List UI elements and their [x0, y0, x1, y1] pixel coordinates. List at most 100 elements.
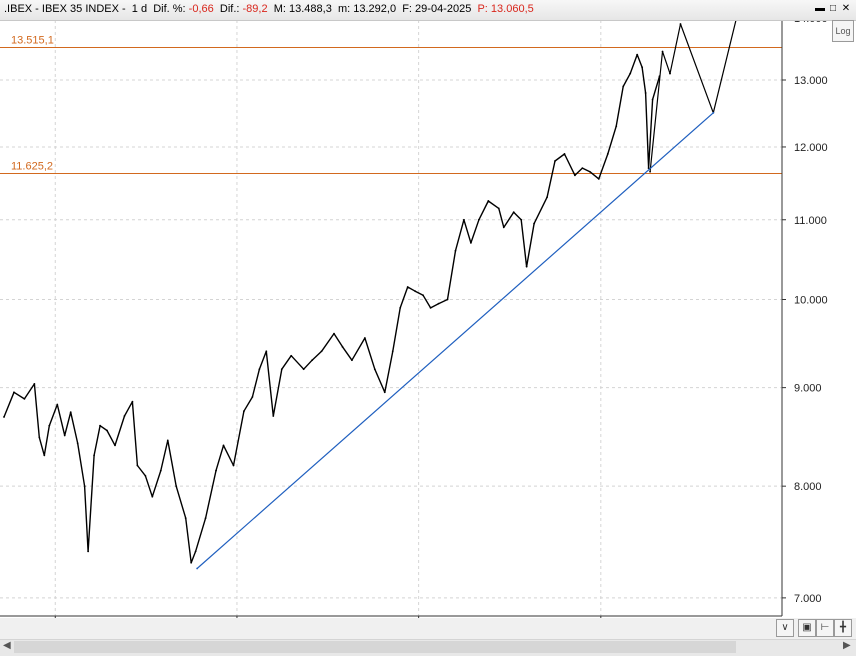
series-point-0 [333, 332, 335, 335]
price-chart[interactable]: 13.515,1 11.625,2 7.000 8.000 9.000 10.000 11… [0, 0, 856, 618]
series-point-0 [106, 429, 108, 432]
dif-pct-label: Dif. %: [153, 3, 186, 15]
y-tick-label: 13.000 [794, 75, 828, 87]
series-point-0 [302, 368, 305, 371]
series-line-0 [3, 53, 661, 564]
series-point-0 [383, 391, 386, 394]
y-tick-label: 11.000 [794, 215, 827, 227]
series-point-0 [629, 72, 632, 75]
series-point-0 [636, 53, 639, 56]
save-icon[interactable]: ▣ [798, 619, 816, 637]
series-point-1 [679, 23, 682, 25]
time-axis: 2022202320242025 [0, 615, 782, 618]
series-point-0 [3, 416, 5, 418]
series-point-1 [661, 50, 664, 53]
series-point-0 [131, 400, 134, 403]
series-point-0 [123, 415, 126, 417]
series-point-0 [114, 444, 116, 447]
series-point-0 [487, 200, 490, 202]
grid-lines [0, 17, 782, 616]
series-point-0 [151, 495, 154, 498]
crosshair-icon[interactable]: ╋ [834, 619, 852, 637]
series-point-0 [63, 434, 66, 437]
series-point-0 [272, 415, 275, 417]
scroll-left-icon[interactable]: ◀ [3, 640, 11, 651]
quote-summary: .IBEX - IBEX 35 INDEX - 1 d Dif. %: -0,6… [4, 3, 534, 15]
series-point-0 [204, 517, 207, 520]
series-point-0 [175, 485, 178, 488]
collapse-icon[interactable]: ∨ [776, 619, 794, 637]
level-label: 13.515,1 [11, 34, 54, 46]
series-point-0 [477, 218, 480, 221]
series-point-0 [144, 474, 147, 477]
series-point-0 [99, 424, 101, 427]
series-point-0 [159, 469, 162, 472]
series-point-0 [512, 211, 515, 214]
log-scale-button[interactable]: Log [832, 20, 854, 42]
series-point-0 [280, 368, 283, 371]
series-point-0 [351, 359, 353, 362]
series-point-0 [190, 561, 193, 564]
series-point-0 [463, 218, 465, 221]
price-label: P: [477, 3, 488, 15]
series-point-0 [56, 403, 59, 406]
series-point-0 [33, 383, 36, 385]
series-point-2 [196, 567, 199, 570]
series-point-0 [363, 337, 366, 339]
date-label: F: [402, 3, 412, 15]
min-label: m: [337, 3, 351, 15]
series-point-0 [622, 85, 625, 88]
scroll-right-icon[interactable]: ▶ [843, 640, 851, 651]
series-point-0 [563, 153, 566, 155]
series-point-0 [69, 411, 72, 414]
series-point-0 [373, 368, 376, 371]
series-point-0 [43, 454, 46, 457]
level-label: 11.625,2 [11, 161, 53, 173]
y-tick-label: 12.000 [794, 142, 828, 154]
minimize-icon[interactable]: ▬ [815, 3, 825, 14]
series-point-0 [38, 436, 41, 439]
series-point-0 [399, 306, 402, 309]
pin-icon[interactable]: ⊢ [816, 619, 834, 637]
series-point-2 [712, 111, 715, 114]
series-point-0 [136, 464, 139, 467]
series-line-1 [649, 0, 742, 172]
series-point-0 [574, 174, 576, 177]
price-series [3, 0, 742, 570]
scroll-thumb[interactable] [14, 641, 736, 653]
series-point-1 [649, 170, 651, 173]
series-point-0 [258, 368, 261, 371]
series-point-0 [644, 92, 647, 94]
series-point-0 [546, 196, 548, 199]
close-icon[interactable]: ✕ [841, 3, 851, 14]
series-point-0 [429, 306, 432, 309]
maximize-icon[interactable]: □ [829, 3, 837, 14]
series-point-0 [641, 66, 644, 69]
series-point-1 [669, 72, 671, 75]
series-point-0 [76, 442, 79, 445]
series-point-0 [48, 424, 51, 427]
series-point-0 [320, 350, 323, 353]
series-point-0 [497, 207, 500, 210]
max-value: 13.488,3 [289, 3, 332, 15]
series-point-0 [469, 241, 472, 244]
series-point-0 [651, 98, 654, 101]
series-point-0 [194, 550, 197, 553]
chart-scrollbar[interactable]: ∨ ▣ ⊢ ╋ ◀ ▶ [0, 618, 856, 656]
y-tick-label: 9.000 [794, 383, 822, 395]
series-point-0 [391, 350, 394, 353]
series-point-0 [311, 359, 314, 362]
series-point-0 [83, 485, 86, 488]
chart-title-bar: .IBEX - IBEX 35 INDEX - 1 d Dif. %: -0,6… [0, 0, 856, 21]
series-point-0 [243, 410, 245, 413]
symbol-label: .IBEX - IBEX 35 INDEX [4, 3, 119, 15]
series-line-2 [196, 112, 714, 569]
series-point-0 [87, 550, 90, 553]
series-point-0 [446, 298, 449, 301]
series-point-0 [414, 290, 417, 293]
price-axis: 7.0008.0009.00010.00011.00012.00013.0001… [781, 13, 828, 616]
series-point-0 [502, 226, 505, 229]
price-value: 13.060,5 [490, 3, 534, 15]
y-tick-label: 7.000 [794, 593, 822, 605]
series-point-0 [13, 391, 15, 394]
